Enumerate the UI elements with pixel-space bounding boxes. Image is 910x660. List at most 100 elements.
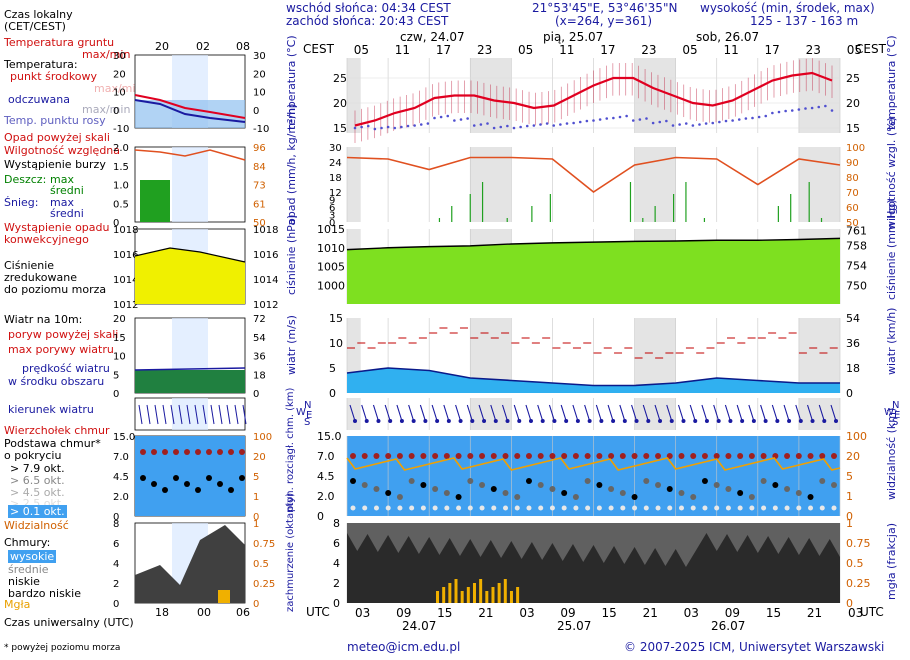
mini-wind-arrow (178, 404, 183, 425)
day-top-3: sob, 26.07 (696, 30, 760, 44)
mini-cloud-dot (195, 487, 201, 493)
mini-tick-right: 0.25 (253, 579, 275, 590)
pressure-tick-right: 750 (846, 279, 867, 292)
cloud-top-dot (795, 453, 802, 459)
mini-tick-right: 73 (253, 181, 266, 192)
pressure-axis-left: ciśnienie (hPa) (285, 214, 298, 295)
mini-tick-left: 20 (113, 314, 126, 325)
cloud-base-dot (408, 478, 415, 484)
footer-email[interactable]: meteo@icm.edu.pl (347, 640, 461, 654)
compass-w-left: W (296, 407, 306, 418)
dew-point (757, 115, 761, 119)
mini-cloud-bg (135, 436, 245, 516)
wind-arrow (818, 404, 825, 422)
visibility-tick-right: 0 (846, 510, 853, 523)
mini-tick-right: 5 (253, 472, 259, 483)
mini-tick-left: 0 (113, 599, 119, 610)
dew-point (804, 107, 807, 110)
dew-point (406, 124, 410, 128)
cloud-top-dot (831, 453, 837, 459)
wind-arrow (525, 404, 532, 422)
dew-point (380, 126, 383, 130)
sunrise: wschód słońca: 04:34 CEST (286, 1, 451, 15)
cloud-low-dot (362, 505, 368, 511)
dew-point (539, 123, 542, 126)
mini-tick-right: 72 (253, 314, 266, 325)
wind-arrow (795, 404, 802, 422)
legend-felt: odczuwana (8, 93, 70, 106)
cloud-base-dot (385, 490, 392, 496)
mini-tick-left: 1012 (113, 300, 138, 311)
dew-point (797, 108, 801, 111)
legend-cloud-base1: Podstawa chmur* (4, 437, 101, 450)
cloud-base-dot (795, 490, 802, 496)
dew-point (453, 119, 456, 122)
wind-arrow-head (740, 419, 745, 423)
cloud-top-dot (525, 453, 532, 459)
mini-tick-right: 100 (253, 432, 272, 443)
day-bottom-3: 26.07 (711, 619, 746, 633)
wind-arrow-head (364, 419, 369, 423)
wind-arrow (631, 404, 638, 422)
cloud-top-dot (784, 453, 791, 459)
mini-tick-right: 0.75 (253, 539, 275, 550)
legend-pressure2: zredukowane (4, 271, 77, 284)
cloud-base-dot (701, 478, 708, 484)
dew-point (718, 120, 721, 124)
cloud-low-dot (620, 505, 626, 511)
temp-tick-right: 15 (846, 122, 860, 135)
dew-point (585, 119, 589, 123)
legend-dew: Temp. punktu rosy (4, 114, 106, 127)
utc-tick: 03 (848, 606, 863, 620)
mini-tick-left: 4 (113, 559, 119, 570)
cloud-low-dot (737, 505, 743, 511)
wind-arrow-head (611, 419, 616, 423)
cloud-top-dot (701, 453, 708, 459)
cloud-low-dot (749, 505, 755, 511)
dew-point (472, 124, 476, 127)
fog-axis-right: mgła (frakcja) (885, 523, 898, 600)
precip-tick-left: 12 (329, 188, 342, 199)
cloud-base-dot (502, 490, 509, 496)
mini-cloud-dot (184, 449, 190, 455)
cloud-base-dot (537, 482, 544, 488)
mini-cloud-dot (228, 487, 234, 493)
precip-tick-left: 3 (329, 211, 335, 222)
night-band (347, 398, 361, 430)
mini-cover-area (135, 525, 245, 603)
wind-arrow-head (775, 419, 780, 423)
dew-point (499, 125, 503, 129)
humidity-tick-right: 60 (846, 203, 859, 214)
cloud-base-dot (690, 494, 697, 500)
wind-arrow-head (435, 419, 440, 423)
cloud-top-dot (537, 453, 544, 459)
local-tick: 08 (236, 40, 250, 53)
cloud-top-dot (655, 453, 662, 459)
cloud-top-dot (502, 453, 509, 459)
cloud-base-dot (713, 482, 720, 488)
cloud-tick-left: 0 (317, 510, 324, 523)
wind-arrow-head (658, 419, 663, 423)
wind-arrow (396, 404, 403, 422)
cloud-low-dot (678, 505, 684, 511)
visibility-tick-right: 100 (846, 430, 867, 443)
mini-tick-right: 1014 (253, 275, 278, 286)
cloud-base-dot (608, 486, 615, 492)
dew-point (731, 119, 734, 122)
dew-point (817, 105, 821, 109)
wind-arrow (455, 404, 462, 422)
mini-wind-arrow (162, 404, 167, 425)
cloud-top-dot (725, 453, 732, 459)
mini-tick-left: 20 (113, 69, 126, 80)
mini-wind-arrow (170, 404, 175, 425)
fog-bar (497, 583, 501, 603)
cloud-low-dot (514, 505, 520, 511)
cloud-top-dot (420, 453, 427, 459)
mini-cloud-dot (217, 481, 223, 487)
wind-arrow-head (528, 419, 533, 423)
mini-tick-right: 0 (253, 599, 259, 610)
cloud-tick-left: 4.5 (317, 470, 335, 483)
utc-tick: 03 (355, 606, 370, 620)
wind-arrow-head (622, 419, 627, 423)
wind-arrow-head (575, 419, 580, 423)
